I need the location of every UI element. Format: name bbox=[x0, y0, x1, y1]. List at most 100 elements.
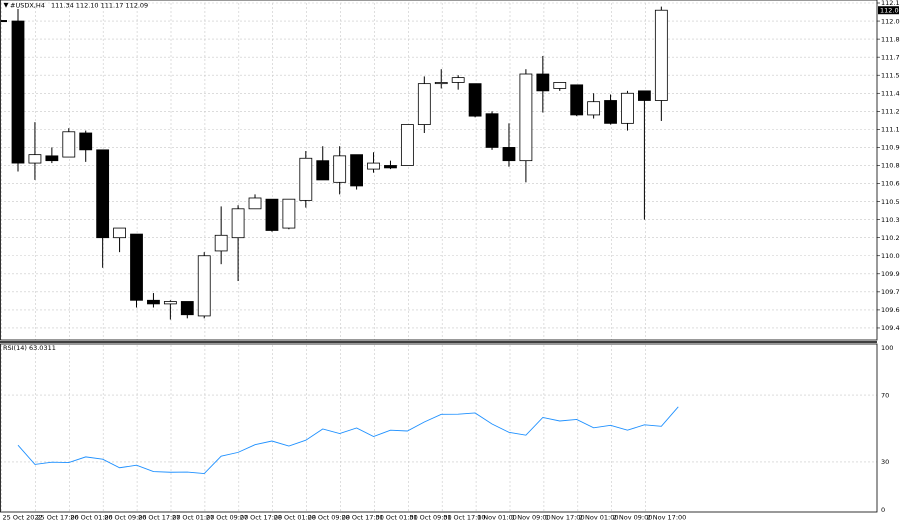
candle-bull bbox=[519, 73, 533, 162]
price-tick-label: 111.25 bbox=[881, 108, 900, 116]
rsi-line bbox=[17, 406, 679, 475]
rsi-axis: 100 70 30 0 bbox=[881, 344, 893, 514]
candle-bear bbox=[570, 84, 584, 116]
time-tick-label: 27 Oct 09:00 bbox=[206, 514, 248, 522]
time-tick-label: 31 Oct 01:00 bbox=[375, 514, 417, 522]
rsi-tick-label: 30 bbox=[881, 458, 889, 466]
time-tick-label: 28 Oct 09:00 bbox=[308, 514, 350, 522]
ohlc-readout: 111.34 112.10 111.17 112.09 bbox=[51, 2, 148, 10]
rsi-tick-label: 0 bbox=[881, 506, 885, 514]
candle-bull bbox=[28, 154, 42, 164]
time-tick-label: 28 Oct 17:00 bbox=[342, 514, 384, 522]
candle-bear bbox=[350, 154, 364, 187]
candle-bull bbox=[654, 9, 668, 101]
time-tick-label: 2 Nov 01:00 bbox=[579, 514, 619, 522]
candle-bear bbox=[502, 147, 516, 162]
dropdown-triangle-icon[interactable]: ▼ bbox=[4, 1, 9, 9]
rsi-tick-label: 100 bbox=[881, 344, 893, 352]
time-tick-label: 2 Nov 09:00 bbox=[613, 514, 653, 522]
time-tick-label: 1 Nov 01:00 bbox=[477, 514, 517, 522]
candle-bull bbox=[621, 92, 634, 124]
candle-bear bbox=[265, 198, 279, 231]
candle-bull bbox=[367, 162, 380, 170]
price-tick-label: 111.10 bbox=[881, 126, 900, 134]
price-tick-label: 111.40 bbox=[881, 89, 900, 97]
candle-bear bbox=[11, 20, 25, 164]
price-tick-label: 111.55 bbox=[881, 71, 900, 79]
time-tick-label: 31 Oct 09:00 bbox=[409, 514, 451, 522]
pane-frames bbox=[0, 0, 878, 513]
candle-bull bbox=[197, 255, 211, 317]
rsi-series bbox=[17, 406, 679, 475]
time-tick-label: 31 Oct 17:00 bbox=[443, 514, 485, 522]
candle-bull bbox=[248, 197, 262, 210]
time-tick-label: 28 Oct 01:00 bbox=[274, 514, 316, 522]
price-tick-label: 109.75 bbox=[881, 288, 900, 296]
price-pane-frame bbox=[0, 0, 878, 341]
price-tick-label: 111.85 bbox=[881, 35, 900, 43]
price-tick-label: 110.80 bbox=[881, 162, 900, 170]
price-tick-label: 110.05 bbox=[881, 252, 900, 260]
price-tick-label: 109.45 bbox=[881, 324, 900, 332]
time-tick-label: 25 Oct 17:00 bbox=[36, 514, 78, 522]
price-tick-label: 109.90 bbox=[881, 270, 900, 278]
rsi-label: RSI(14) 63.0311 bbox=[3, 344, 56, 352]
price-tick-label: 110.65 bbox=[881, 180, 900, 188]
candle-bear bbox=[604, 100, 617, 124]
current-price-marker: 112.09 bbox=[878, 6, 900, 14]
time-tick-label: 26 Oct 01:00 bbox=[70, 514, 112, 522]
price-tick-label: 110.50 bbox=[881, 198, 900, 206]
rsi-pane-frame bbox=[0, 343, 878, 513]
candle-bear bbox=[638, 90, 651, 101]
price-tick-label: 112.00 bbox=[881, 17, 900, 25]
price-tick-label: 110.20 bbox=[881, 234, 900, 242]
candle-bull bbox=[434, 82, 448, 85]
time-tick-label: 26 Oct 09:00 bbox=[104, 514, 146, 522]
candle-bull bbox=[451, 77, 465, 83]
time-tick-label: 25 Oct 2022 bbox=[3, 514, 43, 522]
candle-bull bbox=[333, 155, 347, 183]
candle-bull bbox=[400, 124, 414, 166]
candle-bull bbox=[299, 157, 313, 201]
price-tick-label: 110.95 bbox=[881, 144, 900, 152]
time-tick-label: 1 Nov 09:00 bbox=[511, 514, 551, 522]
candle-bear bbox=[180, 301, 194, 316]
candle-bull bbox=[282, 198, 296, 229]
candle-bear bbox=[316, 160, 330, 181]
price-tick-label: 110.35 bbox=[881, 216, 900, 224]
candle-bear bbox=[384, 165, 397, 169]
time-tick-label: 1 Nov 17:00 bbox=[545, 514, 585, 522]
time-tick-label: 26 Oct 17:00 bbox=[138, 514, 180, 522]
candle-bull bbox=[553, 82, 567, 89]
candle-bull bbox=[587, 101, 601, 116]
candle-bear bbox=[130, 233, 143, 301]
symbol-label: #USDX,H4 bbox=[10, 2, 45, 10]
price-start-marker bbox=[1, 20, 7, 23]
candle-bear bbox=[96, 149, 110, 239]
candle-bull bbox=[62, 131, 76, 158]
candle-bear bbox=[485, 113, 499, 148]
candle-bull bbox=[163, 301, 177, 305]
candle-bear bbox=[536, 73, 550, 92]
candle-bull bbox=[214, 234, 228, 252]
price-axis: 112.15 112.00 111.85 111.70 111.55 111.40 111.… bbox=[877, 0, 900, 332]
time-tick-label: 2 Nov 17:00 bbox=[647, 514, 687, 522]
candle-bear bbox=[79, 132, 93, 151]
candlestick-series bbox=[11, 6, 668, 320]
rsi-tick-label: 70 bbox=[881, 391, 889, 399]
candle-bull bbox=[231, 208, 245, 239]
candle-bear bbox=[147, 299, 160, 305]
time-tick-label: 27 Oct 17:00 bbox=[240, 514, 282, 522]
price-tick-label: 111.70 bbox=[881, 53, 900, 61]
time-tick-label: 27 Oct 01:00 bbox=[172, 514, 214, 522]
current-price-box bbox=[878, 6, 899, 15]
candle-bull bbox=[417, 83, 431, 125]
candle-bear bbox=[45, 155, 59, 162]
price-tick-label: 109.60 bbox=[881, 306, 900, 314]
current-price-label: 112.09 bbox=[880, 6, 900, 14]
candle-bull bbox=[113, 227, 126, 239]
